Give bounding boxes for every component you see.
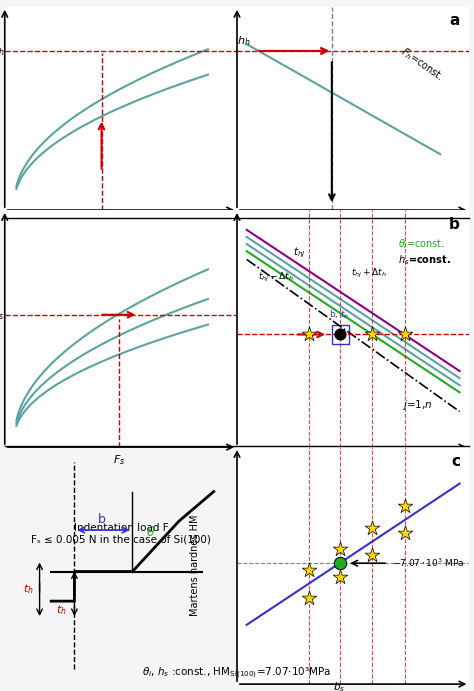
Text: $\theta_i$=const.: $\theta_i$=const. bbox=[398, 238, 445, 252]
Point bbox=[401, 528, 409, 539]
Point bbox=[305, 329, 312, 340]
Text: $F_s$: $F_s$ bbox=[113, 453, 125, 467]
Text: b: b bbox=[449, 217, 460, 232]
Text: a: a bbox=[450, 13, 460, 28]
Point bbox=[336, 329, 343, 340]
Text: Martens hardnes HM: Martens hardnes HM bbox=[190, 515, 200, 616]
Text: $-7.07\cdot10^3$ MPa: $-7.07\cdot10^3$ MPa bbox=[392, 557, 465, 569]
Point bbox=[369, 549, 376, 560]
Text: $\theta_i$, $h_s$ :const., $\mathrm{HM}_{\mathrm{Si(100)}}$=7.07$\cdot$10³MPa: $\theta_i$, $h_s$ :const., $\mathrm{HM}_… bbox=[142, 665, 332, 681]
Text: b: b bbox=[98, 513, 106, 526]
Text: $h_h$: $h_h$ bbox=[0, 44, 5, 58]
Text: $h_s$: $h_s$ bbox=[0, 308, 4, 321]
Point bbox=[336, 558, 343, 569]
Point bbox=[336, 544, 343, 555]
Point bbox=[401, 329, 409, 340]
Text: b, $t_h$: b, $t_h$ bbox=[329, 308, 350, 321]
Point bbox=[369, 329, 376, 340]
Point bbox=[369, 522, 376, 533]
Text: Indentation load F
Fₕ ≥ 0.1 N in the case of Si(100): Indentation load F Fₕ ≥ 0.1 N in the cas… bbox=[37, 287, 204, 309]
Bar bbox=[332, 325, 349, 344]
Text: $F_h$=const.: $F_h$=const. bbox=[398, 44, 446, 84]
Point bbox=[305, 592, 312, 603]
Text: Tip width b: Tip width b bbox=[313, 475, 370, 486]
Text: Indentation load F
Fₛ ≤ 0.005 N in the case of Si(100): Indentation load F Fₛ ≤ 0.005 N in the c… bbox=[31, 523, 211, 545]
Text: Tip equiv. angle θ: Tip equiv. angle θ bbox=[295, 267, 388, 277]
Text: $\theta_i$: $\theta_i$ bbox=[327, 215, 337, 229]
Text: $t_h$: $t_h$ bbox=[56, 603, 66, 617]
Text: $h_h$: $h_h$ bbox=[237, 34, 250, 48]
Text: $\theta_{eq}$: $\theta_{eq}$ bbox=[441, 215, 459, 231]
Text: $t_{hj}+\Delta t_h$: $t_{hj}+\Delta t_h$ bbox=[351, 267, 386, 280]
Point bbox=[305, 565, 312, 576]
Text: $h_s$=const.: $h_s$=const. bbox=[398, 254, 450, 267]
Text: $b_s$: $b_s$ bbox=[334, 680, 346, 691]
Text: $t_h$: $t_h$ bbox=[23, 583, 34, 596]
Text: $t_{hj}$: $t_{hj}$ bbox=[292, 246, 305, 261]
Point bbox=[336, 571, 343, 583]
Text: $j$=1,$n$: $j$=1,$n$ bbox=[401, 397, 432, 412]
Text: $\theta$: $\theta$ bbox=[146, 525, 156, 539]
Text: $F_h$: $F_h$ bbox=[95, 215, 108, 229]
Text: $t_{hj}-\Delta t_h$: $t_{hj}-\Delta t_h$ bbox=[258, 271, 293, 284]
Point bbox=[401, 500, 409, 511]
Text: c: c bbox=[451, 454, 460, 469]
